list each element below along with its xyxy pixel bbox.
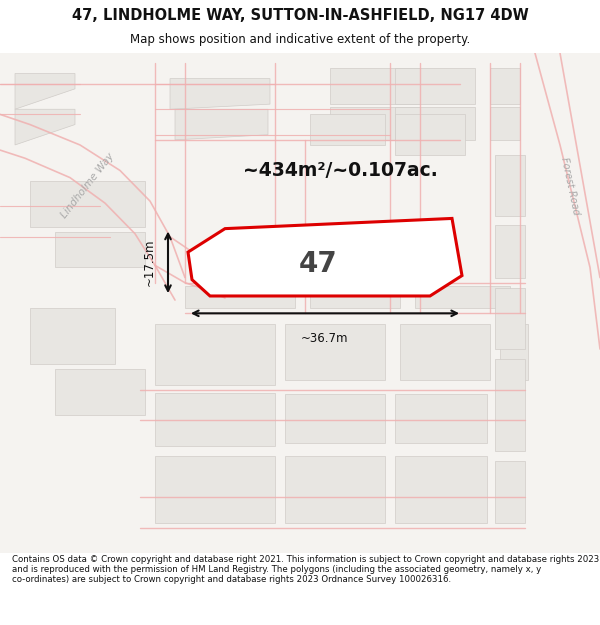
Text: ~36.7m: ~36.7m [301,332,349,345]
Text: Lindholme Way: Lindholme Way [59,151,116,220]
Bar [155,456,275,522]
Bar [395,68,475,104]
Text: ~434m²/~0.107ac.: ~434m²/~0.107ac. [242,161,437,180]
Bar [285,324,385,379]
Polygon shape [175,109,268,140]
Bar [330,107,420,140]
Bar [185,286,295,308]
Polygon shape [15,109,75,145]
Text: 47: 47 [299,250,338,278]
Text: Forest Road: Forest Road [559,156,581,216]
Polygon shape [170,79,270,109]
Polygon shape [55,232,145,268]
Bar [395,114,465,155]
Text: Map shows position and indicative extent of the property.: Map shows position and indicative extent… [130,33,470,46]
Bar [490,68,520,104]
Polygon shape [188,218,462,296]
Bar [285,456,385,522]
Bar [395,394,487,443]
Bar [30,308,115,364]
Bar [310,286,400,308]
Bar [395,107,475,140]
Bar [495,224,525,278]
Bar [495,461,525,522]
Bar [395,456,487,522]
Bar [490,107,520,140]
Bar [495,288,525,349]
Bar [285,394,385,443]
Bar [500,324,528,379]
Polygon shape [15,74,75,109]
Bar [400,324,490,379]
Bar [55,369,145,416]
Bar [495,359,525,451]
Bar [495,155,525,216]
Text: Contains OS data © Crown copyright and database right 2021. This information is : Contains OS data © Crown copyright and d… [12,554,599,584]
Text: ~17.5m: ~17.5m [143,239,156,286]
Bar [330,68,420,104]
Bar [415,286,510,308]
Polygon shape [30,181,145,227]
Bar [155,393,275,446]
Text: 47, LINDHOLME WAY, SUTTON-IN-ASHFIELD, NG17 4DW: 47, LINDHOLME WAY, SUTTON-IN-ASHFIELD, N… [71,8,529,23]
Bar [310,114,385,145]
Bar [155,324,275,385]
